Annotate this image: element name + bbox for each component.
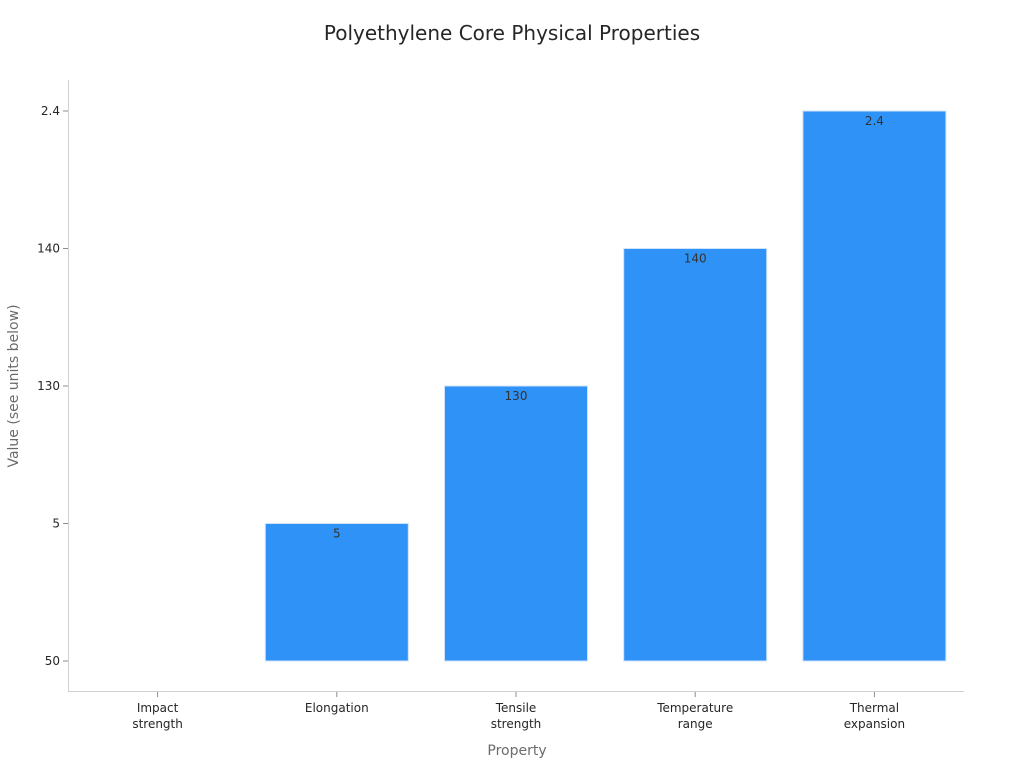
bar[interactable]	[624, 249, 767, 662]
x-tick-label: Impact strength	[132, 701, 183, 731]
y-axis-label: Value (see units below)	[6, 304, 22, 467]
x-tick-label: Elongation	[305, 701, 369, 715]
y-tick-label: 2.4	[41, 104, 60, 118]
y-tick-label: 140	[37, 242, 60, 256]
y-ticks-layer: 50 5 130 140 2.4	[37, 104, 68, 668]
y-tick-label: 50	[45, 654, 60, 668]
bar-data-label: 2.4	[865, 114, 884, 128]
x-axis-label: Property	[487, 743, 546, 759]
bar[interactable]	[265, 524, 408, 662]
bar[interactable]	[803, 111, 946, 661]
x-tick-label-line: range	[678, 717, 713, 731]
bar-data-label: 5	[333, 527, 341, 541]
bar[interactable]	[445, 386, 588, 661]
x-tick-label: Temperature range	[656, 701, 733, 731]
x-tick-label-line: Impact	[137, 701, 179, 715]
bar-data-label: 130	[505, 389, 528, 403]
bars-layer: 5 130 140 2.4	[265, 111, 946, 661]
x-tick-label-line: Temperature	[656, 701, 733, 715]
bar-data-label: 140	[684, 252, 707, 266]
y-tick-label: 130	[37, 379, 60, 393]
chart-title: Polyethylene Core Physical Properties	[324, 21, 700, 45]
x-tick-label-line: Tensile	[495, 701, 537, 715]
x-tick-label: Thermal expansion	[844, 701, 905, 731]
x-tick-label: Tensile strength	[491, 701, 542, 731]
x-tick-label-line: expansion	[844, 717, 905, 731]
x-tick-label-line: Elongation	[305, 701, 369, 715]
x-tick-label-line: strength	[491, 717, 542, 731]
x-tick-label-line: strength	[132, 717, 183, 731]
y-tick-label: 5	[52, 517, 60, 531]
x-tick-label-line: Thermal	[849, 701, 899, 715]
